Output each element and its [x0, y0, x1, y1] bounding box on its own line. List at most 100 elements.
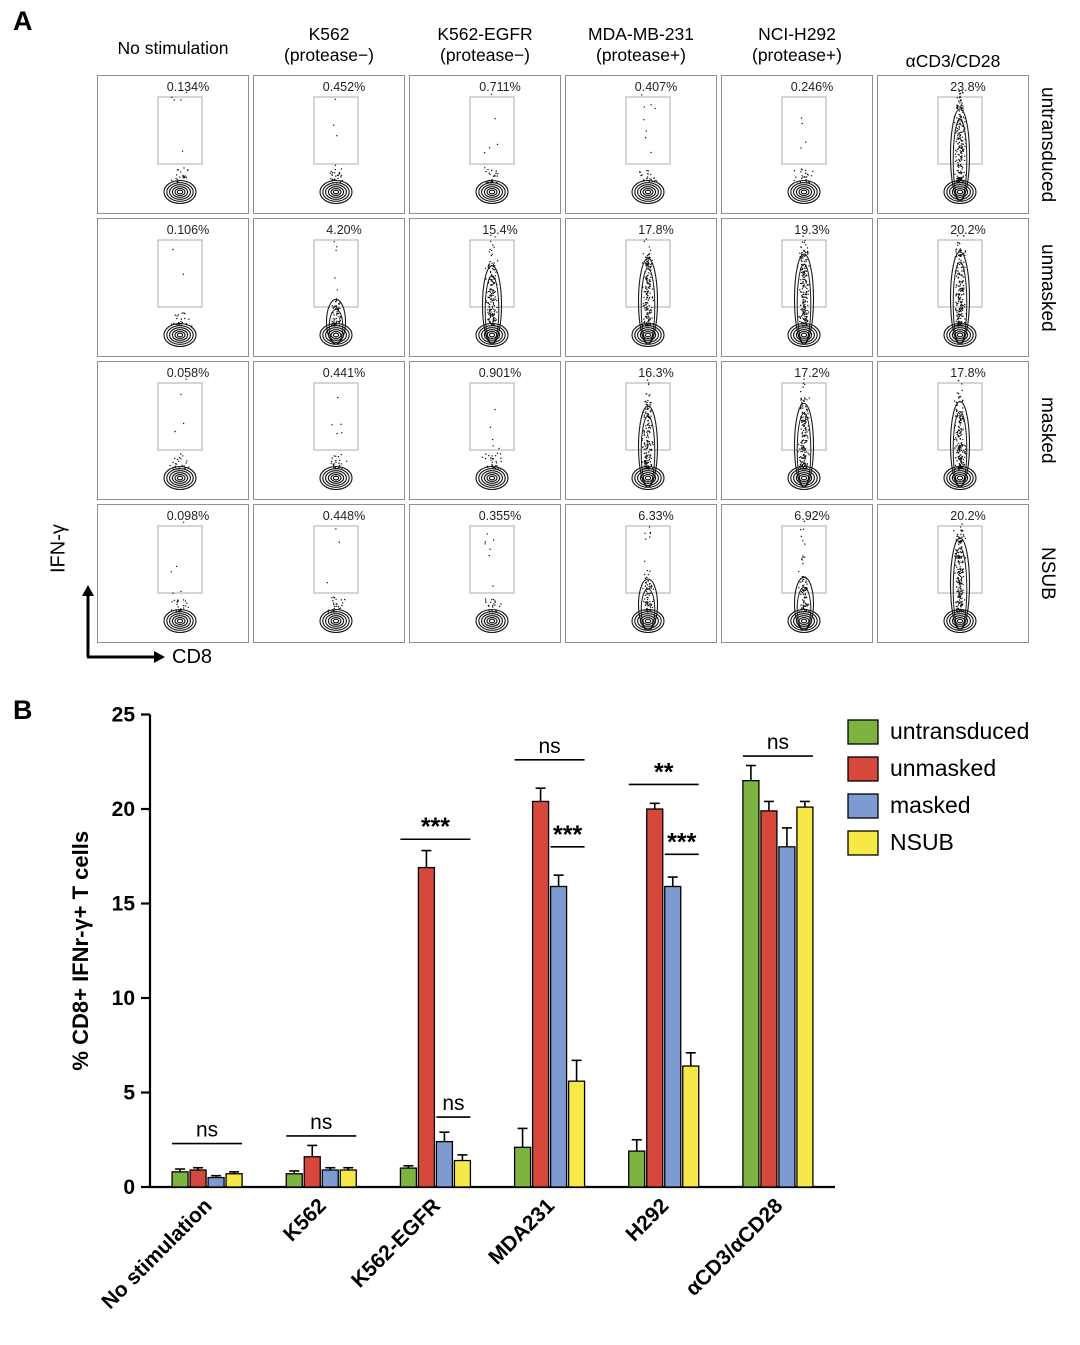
gate-percentage: 19.3% [794, 223, 830, 237]
gate-percentage: 0.106% [166, 223, 210, 237]
legend-label: masked [890, 792, 971, 818]
bar-masked [549, 885, 568, 1188]
bar-chart: 0 5 10 15 20 25 % CD8+ IFNr-γ+ T cells No stimu… [68, 704, 1029, 1314]
bar-masked [435, 1140, 454, 1188]
legend-swatch-unmasked [847, 756, 879, 782]
flow-plot: 0.246% [721, 75, 873, 214]
row-label: masked [1037, 397, 1058, 464]
flow-plot-grid: 0.134% 0.452% 0.711% 0.407% 0.246% 23.8% 0.106… [97, 75, 1029, 643]
x-category-label: MDA231 [484, 1194, 559, 1269]
gate-percentage: 15.4% [482, 223, 518, 237]
flow-plot: 19.3% [721, 218, 873, 357]
flow-plot: 0.901% [409, 361, 561, 500]
flow-contour-svg [937, 523, 983, 634]
bar-unmasked [417, 866, 436, 1188]
bar-masked [207, 1176, 225, 1188]
x-category-label: H292 [622, 1194, 674, 1246]
gate-box [157, 96, 203, 165]
bar-unmasked [189, 1169, 207, 1188]
gate-percentage: 23.8% [950, 80, 986, 94]
gate-percentage: 0.901% [478, 366, 522, 380]
gate-percentage: 0.355% [478, 509, 522, 523]
x-axis-arrowhead-icon [154, 651, 165, 663]
flow-plot: 6.33% [565, 504, 717, 643]
legend-label: unmasked [890, 755, 996, 781]
gate-percentage: 16.3% [638, 366, 674, 380]
figure-panel-a: A No stimulation K562 (protease−) K562-EGFR… [13, 6, 1058, 668]
legend-swatch-NSUB [847, 830, 879, 856]
legend-swatch-untransduced [847, 719, 879, 745]
significance-label: ns [442, 1092, 464, 1115]
flow-contour-svg [469, 234, 515, 348]
row-label: unmasked [1037, 243, 1058, 332]
gate-box [469, 525, 515, 594]
bar-NSUB [567, 1080, 586, 1188]
column-header: NCI-H292 (protease+) [721, 24, 873, 72]
bar-NSUB [796, 806, 814, 1188]
gate-box [469, 382, 515, 451]
y-tick-label: 25 [112, 704, 136, 727]
bar-masked [664, 885, 682, 1188]
flow-contour-svg [313, 239, 359, 348]
gate-percentage: 0.452% [322, 80, 366, 94]
gate-percentage: 17.2% [794, 366, 830, 380]
gate-box [313, 382, 359, 451]
flow-plot: 6.92% [721, 504, 873, 643]
gate-box [157, 525, 203, 594]
column-header-line: NCI-H292 [758, 24, 836, 44]
column-header: αCD3/CD28 [877, 24, 1029, 72]
bar-untransduced [628, 1150, 646, 1188]
gate-percentage: 0.098% [166, 509, 210, 523]
bar-untransduced [399, 1167, 418, 1188]
flow-contour-svg [781, 96, 827, 205]
y-tick-label: 0 [123, 1176, 135, 1199]
gate-percentage: 0.441% [322, 366, 366, 380]
gate-percentage: 17.8% [638, 223, 674, 237]
bar-untransduced [171, 1171, 189, 1188]
column-header-line: (protease−) [440, 45, 530, 65]
legend-label: untransduced [890, 718, 1029, 744]
flow-plot: 16.3% [565, 361, 717, 500]
gate-percentage: 0.246% [790, 80, 834, 94]
column-header-line: No stimulation [117, 37, 229, 58]
flow-plot: 0.407% [565, 75, 717, 214]
flow-contour-svg [313, 382, 359, 491]
gate-box [781, 525, 827, 594]
flow-plot: 15.4% [409, 218, 561, 357]
y-axis-title: % CD8+ IFNr-γ+ T cells [68, 831, 93, 1071]
bar-untransduced [742, 780, 760, 1188]
flow-contour-svg [469, 93, 515, 205]
flow-plot: 23.8% [877, 75, 1029, 214]
gate-box [625, 239, 671, 308]
gate-box [625, 382, 671, 451]
significance-label: ** [654, 758, 674, 786]
gate-percentage: 0.058% [166, 366, 210, 380]
flow-contour-svg [313, 525, 359, 634]
flow-plot: 0.106% [97, 218, 249, 357]
column-header: MDA-MB-231 (protease+) [565, 24, 717, 72]
flow-contour-svg [469, 525, 515, 634]
flow-contour-svg [937, 379, 983, 491]
x-axis-label-cd8: CD8 [172, 646, 213, 668]
gate-box [157, 239, 203, 308]
bar-NSUB [453, 1159, 472, 1188]
panel-a-label: A [13, 6, 33, 36]
gate-percentage: 4.20% [326, 223, 362, 237]
bar-untransduced [285, 1173, 303, 1188]
flow-contour-svg [781, 235, 827, 348]
flow-plot: 17.2% [721, 361, 873, 500]
column-header: No stimulation [97, 24, 249, 72]
gate-box [625, 96, 671, 165]
column-header-line: (protease+) [596, 45, 686, 65]
gate-percentage: 20.2% [950, 223, 986, 237]
x-category-label: K562-EGFR [347, 1194, 445, 1292]
bar-unmasked [760, 810, 778, 1188]
flow-contour-svg [157, 91, 203, 205]
column-header-line: K562-EGFR [437, 24, 533, 44]
significance-label: ns [767, 731, 789, 754]
legend-swatch-masked [847, 793, 879, 819]
row-label: NSUB [1037, 547, 1058, 600]
flow-plot: 0.452% [253, 75, 405, 214]
y-tick-label: 15 [112, 893, 136, 916]
flow-plot: 0.448% [253, 504, 405, 643]
